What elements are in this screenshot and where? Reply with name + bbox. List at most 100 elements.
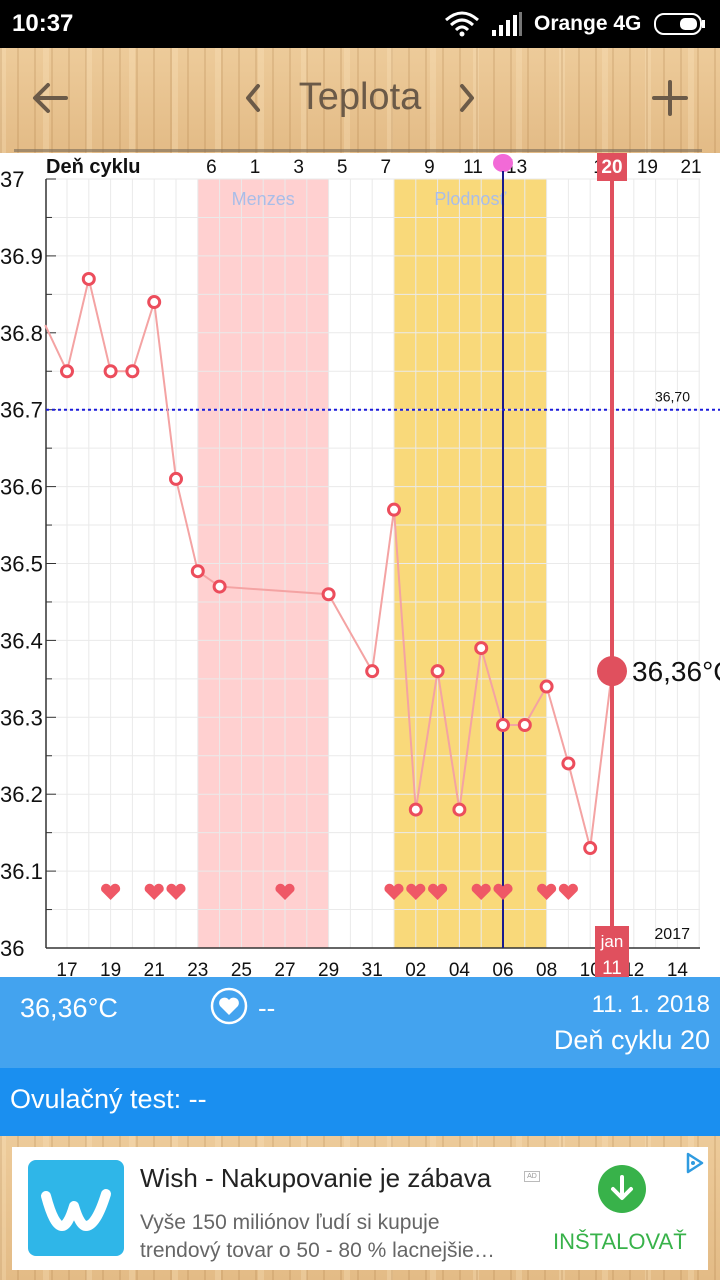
- x-tick-label: 19: [100, 960, 121, 977]
- adchoices-icon[interactable]: [682, 1151, 706, 1175]
- data-point: [452, 802, 467, 817]
- carrier-name: Orange 4G: [534, 12, 642, 35]
- x-tick-label: 02: [405, 960, 426, 977]
- chevron-right-icon[interactable]: [452, 78, 482, 118]
- chart-svg[interactable]: Menzes Plodnosť3736.936.836.736.636.536.4…: [0, 153, 720, 977]
- toolbar-divider: [14, 149, 702, 152]
- temperature-chart[interactable]: Menzes Plodnosť 37 36.9 36.8 36.7 36.6 36.5 36.4…: [0, 153, 720, 977]
- data-point: [125, 364, 140, 379]
- y-tick-label: 36.5: [0, 552, 43, 577]
- data-point: [517, 717, 532, 732]
- y-tick-label: 36.2: [0, 782, 43, 807]
- y-tick-label: 36: [0, 936, 24, 961]
- install-button[interactable]: INŠTALOVAŤ: [553, 1229, 687, 1254]
- y-tick-label: 36.6: [0, 475, 43, 500]
- cycle-day: Deň cyklu 20: [553, 1025, 710, 1055]
- intercourse-heart-icon: [537, 883, 557, 900]
- download-icon[interactable]: [598, 1165, 646, 1213]
- data-point: [60, 364, 74, 379]
- ad-banner[interactable]: Wish - Nakupovanie je zábava AD Vyše 150…: [12, 1147, 708, 1270]
- y-tick-label: 36.9: [0, 244, 43, 269]
- intercourse-heart-icon: [144, 883, 164, 900]
- ad-container: Wish - Nakupovanie je zábava AD Vyše 150…: [0, 1136, 720, 1280]
- data-point: [169, 471, 183, 486]
- x-tick-label: 08: [536, 960, 557, 977]
- y-tick-label: 36.7: [0, 398, 43, 423]
- y-tick-label: 36.1: [0, 859, 43, 884]
- top-tick-label: 5: [337, 157, 348, 178]
- top-tick-label: 1: [250, 157, 261, 178]
- top-tick-label: 7: [381, 157, 392, 178]
- top-tick-label: 9: [424, 157, 435, 178]
- top-tick-label: 3: [293, 157, 304, 178]
- back-arrow-icon[interactable]: [30, 78, 70, 118]
- intercourse-heart-icon: [406, 883, 426, 900]
- data-point: [103, 364, 118, 379]
- intercourse-value: --: [258, 993, 276, 1023]
- intercourse-heart-icon: [428, 883, 448, 900]
- cover-line-label: 36,70: [655, 389, 690, 405]
- wifi-icon: [445, 11, 479, 37]
- x-tick-label: 04: [449, 960, 471, 977]
- toolbar: Teplota: [0, 48, 720, 153]
- data-point: [430, 664, 445, 679]
- ad-title[interactable]: Wish - Nakupovanie je zábava: [140, 1163, 492, 1193]
- x-tick-label: 21: [144, 960, 165, 977]
- temperature-value: 36,36°C: [20, 993, 118, 1023]
- selected-date: 11. 1. 2018: [591, 991, 710, 1018]
- current-value-label: 36,36°C: [632, 656, 720, 687]
- top-tick-label: 21: [680, 157, 701, 178]
- data-point: [81, 271, 96, 286]
- band-label: Menzes: [232, 189, 295, 209]
- intercourse-heart-icon: [558, 883, 578, 900]
- intercourse-heart-icon: [275, 883, 295, 900]
- x-tick-label: 27: [274, 960, 295, 977]
- band-label: Plodnosť: [434, 189, 506, 209]
- ovulation-test-label: Ovulačný test: --: [10, 1084, 207, 1114]
- x-tick-label: 31: [362, 960, 383, 977]
- data-point: [365, 664, 380, 679]
- data-point: [474, 641, 489, 656]
- y-tick-label: 36.3: [0, 705, 43, 730]
- signal-icon: [492, 12, 522, 36]
- current-day-label: 11: [602, 958, 622, 977]
- x-tick-label: 25: [231, 960, 252, 977]
- current-month-label: jan: [600, 932, 624, 951]
- ad-description-line2: trendový tovar o 50 - 80 % lacnejšie…: [140, 1239, 495, 1262]
- status-bar: 10:37 Orange 4G: [0, 0, 720, 48]
- x-tick-label: 14: [667, 960, 689, 977]
- ad-description-line1: Vyše 150 miliónov ľudí si kupuje: [140, 1211, 440, 1234]
- add-icon[interactable]: [648, 76, 692, 120]
- data-point: [408, 802, 423, 817]
- top-tick-label: 19: [637, 157, 658, 178]
- data-point: [147, 295, 162, 310]
- x-tick-label: 29: [318, 960, 339, 977]
- current-data-point: [597, 656, 627, 687]
- x-tick-label: 06: [492, 960, 513, 977]
- status-time: 10:37: [12, 10, 74, 37]
- ovulation-test-panel[interactable]: Ovulačný test: --: [0, 1068, 720, 1136]
- intercourse-heart-icon: [493, 883, 513, 900]
- data-point: [387, 502, 401, 517]
- current-cycle-day-label: 20: [601, 157, 622, 178]
- data-point: [212, 579, 227, 594]
- day-info-panel: 36,36°C -- 11. 1. 2018 Deň cyklu 20: [0, 977, 720, 1068]
- y-tick-label: 37: [0, 167, 24, 192]
- page-title: Teplota: [298, 76, 422, 118]
- current-day-top-badge: [597, 153, 627, 181]
- intercourse-heart-icon: [471, 883, 491, 900]
- data-point: [496, 717, 510, 732]
- top-tick-label: 6: [206, 157, 217, 178]
- ad-badge: AD: [524, 1171, 540, 1182]
- heart-icon[interactable]: [210, 987, 248, 1025]
- intercourse-heart-icon: [101, 883, 121, 900]
- chevron-left-icon[interactable]: [238, 78, 268, 118]
- y-tick-label: 36.8: [0, 321, 43, 346]
- temperature-line: [44, 278, 613, 849]
- data-point: [539, 679, 554, 694]
- current-day-bottom-badge: [595, 926, 629, 977]
- x-tick-label: 17: [56, 960, 77, 977]
- intercourse-heart-icon: [384, 883, 404, 900]
- wish-logo[interactable]: [28, 1160, 124, 1256]
- data-point: [561, 756, 576, 771]
